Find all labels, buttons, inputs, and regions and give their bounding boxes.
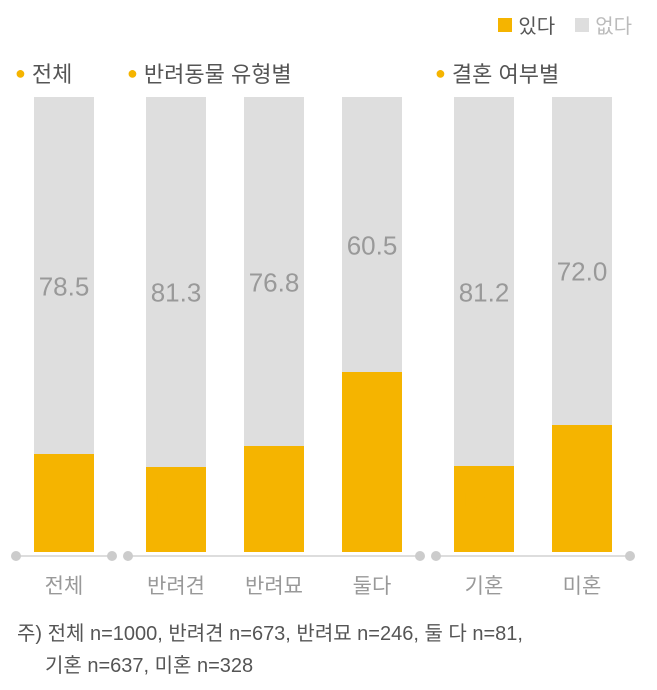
legend-swatch-yes	[498, 18, 512, 32]
chart-group: 81.2 18.8 72.0 28.0	[435, 97, 631, 562]
bar-value-no: 76.8	[249, 267, 300, 298]
group-header-label: 전체	[32, 57, 72, 89]
legend-item-no: 없다	[575, 10, 632, 39]
bullet-icon: ●	[127, 64, 138, 82]
legend-label-yes: 있다	[518, 10, 555, 39]
bullet-icon: ●	[15, 64, 26, 82]
x-axis-label: 반려견	[127, 570, 225, 600]
x-axis-label: 기혼	[435, 570, 533, 600]
stacked-bar: 81.3 18.7	[146, 97, 206, 552]
legend-label-no: 없다	[595, 10, 632, 39]
stacked-bar: 72.0 28.0	[552, 97, 612, 552]
bar-segment-no: 76.8	[244, 97, 304, 446]
bar-column: 60.5 39.5	[323, 97, 421, 552]
x-axis-label: 전체	[15, 570, 113, 600]
bar-value-no: 60.5	[347, 230, 398, 261]
bar-segment-yes: 18.8	[454, 466, 514, 552]
x-axis-labels: 전체 반려견반려묘둘다 기혼미혼	[15, 570, 642, 600]
bar-value-yes: 18.8	[459, 484, 510, 515]
bar-segment-no: 81.2	[454, 97, 514, 466]
stacked-bar: 78.5 21.5	[34, 97, 94, 552]
group-headers: ● 전체 ● 반려동물 유형별 ● 결혼 여부별	[15, 57, 642, 89]
bar-column: 81.2 18.8	[435, 97, 533, 552]
bar-segment-yes: 39.5	[342, 372, 402, 552]
x-axis-label: 미혼	[533, 570, 631, 600]
chart-group: 78.5 21.5	[15, 97, 113, 562]
bar-column: 81.3 18.7	[127, 97, 225, 552]
xlabel-group: 반려견반려묘둘다	[127, 570, 421, 600]
axis-dot-icon	[123, 551, 133, 561]
footnote: 주) 전체 n=1000, 반려견 n=673, 반려묘 n=246, 둘 다 …	[15, 618, 642, 682]
x-axis-label: 둘다	[323, 570, 421, 600]
legend-swatch-no	[575, 18, 589, 32]
footnote-line-1: 주) 전체 n=1000, 반려견 n=673, 반려묘 n=246, 둘 다 …	[17, 623, 523, 645]
bar-segment-yes: 18.7	[146, 467, 206, 552]
xlabel-group: 기혼미혼	[435, 570, 631, 600]
group-header-2: ● 결혼 여부별	[435, 57, 631, 89]
bar-column: 78.5 21.5	[15, 97, 113, 552]
bar-value-no: 81.2	[459, 277, 510, 308]
bar-value-yes: 23.2	[249, 474, 300, 505]
legend: 있다 없다	[15, 10, 642, 39]
axis-dot-icon	[11, 551, 21, 561]
group-header-label: 반려동물 유형별	[144, 57, 292, 89]
bar-value-yes: 28.0	[557, 463, 608, 494]
group-header-label: 결혼 여부별	[452, 57, 559, 89]
bar-segment-yes: 21.5	[34, 454, 94, 552]
chart-area: 78.5 21.5 81.3 18.7 76.8 23.2 60.5 39.5 81.2 18.8…	[15, 97, 642, 562]
group-header-0: ● 전체	[15, 57, 113, 89]
bar-segment-yes: 23.2	[244, 446, 304, 552]
footnote-line-2: 기혼 n=637, 미혼 n=328	[17, 650, 642, 682]
axis-dot-icon	[431, 551, 441, 561]
xlabel-group: 전체	[15, 570, 113, 600]
bar-value-yes: 18.7	[151, 485, 202, 516]
bar-segment-no: 60.5	[342, 97, 402, 372]
bar-segment-no: 81.3	[146, 97, 206, 467]
group-header-1: ● 반려동물 유형별	[127, 57, 421, 89]
stacked-bar: 76.8 23.2	[244, 97, 304, 552]
bar-value-no: 81.3	[151, 277, 202, 308]
stacked-bar: 60.5 39.5	[342, 97, 402, 552]
legend-item-yes: 있다	[498, 10, 555, 39]
bar-value-no: 78.5	[39, 271, 90, 302]
bar-column: 76.8 23.2	[225, 97, 323, 552]
bar-column: 72.0 28.0	[533, 97, 631, 552]
bar-value-yes: 39.5	[347, 437, 398, 468]
x-axis-label: 반려묘	[225, 570, 323, 600]
bar-segment-yes: 28.0	[552, 425, 612, 552]
stacked-bar: 81.2 18.8	[454, 97, 514, 552]
bullet-icon: ●	[435, 64, 446, 82]
bar-value-yes: 21.5	[39, 478, 90, 509]
chart-group: 81.3 18.7 76.8 23.2 60.5 39.5	[127, 97, 421, 562]
bar-value-no: 72.0	[557, 256, 608, 287]
bar-segment-no: 72.0	[552, 97, 612, 425]
bar-segment-no: 78.5	[34, 97, 94, 454]
